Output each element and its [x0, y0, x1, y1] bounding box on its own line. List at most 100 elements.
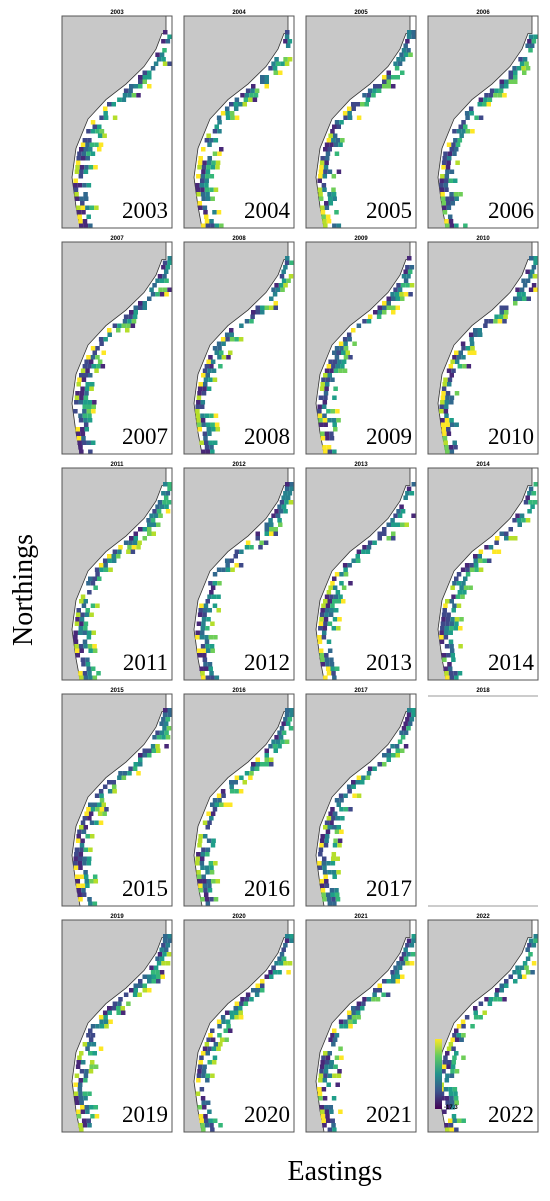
grid-cell: [79, 223, 84, 228]
grid-cell: [454, 223, 459, 228]
grid-cell: [201, 147, 206, 152]
grid-cell: [75, 838, 81, 843]
grid-cell: [205, 1073, 211, 1078]
grid-cell: [85, 662, 91, 667]
grid-cell: [376, 314, 382, 319]
grid-cell: [147, 988, 152, 993]
grid-cell: [382, 79, 387, 84]
grid-cell: [163, 30, 168, 35]
grid-cell: [129, 310, 134, 315]
grid-cell: [400, 748, 405, 753]
grid-cell: [255, 983, 260, 988]
grid-cell: [351, 780, 356, 785]
grid-cell: [468, 332, 474, 337]
grid-cell: [128, 314, 133, 319]
grid-cell: [450, 1064, 456, 1069]
grid-cell: [446, 1064, 451, 1069]
grid-cell: [277, 730, 282, 735]
grid-cell: [385, 992, 391, 997]
grid-cell: [155, 744, 160, 749]
grid-cell: [104, 807, 109, 812]
grid-cell: [167, 486, 172, 491]
grid-cell: [79, 165, 85, 170]
grid-cell: [197, 1069, 202, 1074]
grid-cell: [439, 178, 444, 183]
grid-cell: [221, 793, 226, 798]
grid-cell: [157, 500, 163, 505]
grid-cell: [281, 278, 287, 283]
grid-cell: [269, 527, 274, 532]
grid-cell: [320, 156, 325, 161]
grid-cell: [336, 599, 341, 604]
grid-cell: [278, 961, 284, 966]
grid-cell: [395, 305, 400, 310]
grid-cell: [322, 626, 328, 631]
grid-cell: [333, 386, 338, 391]
grid-cell: [234, 1015, 239, 1020]
grid-cell: [522, 974, 527, 979]
grid-cell: [441, 201, 447, 206]
grid-cell: [215, 427, 221, 432]
grid-cell: [477, 328, 482, 333]
panel-border: [183, 693, 295, 907]
grid-cell: [94, 205, 99, 210]
grid-cell: [88, 223, 93, 228]
grid-cell: [210, 1073, 215, 1078]
grid-cell: [92, 802, 97, 807]
grid-cell: [77, 1082, 83, 1087]
grid-cell: [326, 590, 332, 595]
grid-cell: [83, 1078, 88, 1083]
grid-cell: [361, 1001, 366, 1006]
grid-cell: [78, 418, 84, 423]
grid-cell: [98, 142, 104, 147]
grid-cell: [449, 449, 455, 454]
grid-cell: [334, 346, 340, 351]
grid-cell: [377, 310, 382, 315]
grid-cell: [76, 1114, 82, 1119]
grid-cell: [229, 1015, 235, 1020]
grid-cell: [206, 165, 211, 170]
grid-cell: [525, 269, 530, 274]
grid-cell: [79, 843, 85, 848]
grid-cell: [103, 115, 109, 120]
grid-cell: [275, 61, 281, 66]
grid-cell: [152, 509, 157, 514]
grid-cell: [515, 287, 520, 292]
grid-cell: [528, 938, 534, 943]
map-panel: 2018: [428, 688, 538, 907]
grid-cell: [249, 545, 254, 550]
grid-cell: [206, 359, 211, 364]
grid-cell: [356, 323, 362, 328]
grid-cell: [254, 766, 260, 771]
grid-cell: [531, 961, 537, 966]
grid-cell: [521, 278, 526, 283]
grid-cell: [129, 84, 134, 89]
grid-cell: [133, 983, 138, 988]
grid-cell: [386, 296, 391, 301]
grid-cell: [131, 545, 137, 550]
grid-cell: [245, 88, 251, 93]
grid-cell: [334, 210, 339, 215]
grid-cell: [244, 545, 250, 550]
grid-cell: [244, 997, 250, 1002]
grid-cell: [457, 671, 463, 676]
grid-cell: [75, 653, 81, 658]
grid-cell: [202, 879, 207, 884]
grid-cell: [198, 883, 203, 888]
grid-cell: [330, 666, 335, 671]
grid-cell: [329, 1060, 334, 1065]
grid-cell: [328, 201, 334, 206]
grid-cell: [204, 1042, 210, 1047]
grid-cell: [366, 997, 372, 1002]
grid-cell: [508, 974, 513, 979]
grid-cell: [206, 811, 211, 816]
grid-cell: [449, 223, 455, 228]
grid-cell: [525, 43, 530, 48]
grid-cell: [332, 1073, 337, 1078]
grid-cell: [450, 1037, 455, 1042]
grid-cell: [495, 988, 500, 993]
grid-cell: [199, 635, 205, 640]
grid-cell: [351, 784, 356, 789]
grid-cell: [207, 888, 213, 893]
grid-cell: [209, 816, 214, 821]
